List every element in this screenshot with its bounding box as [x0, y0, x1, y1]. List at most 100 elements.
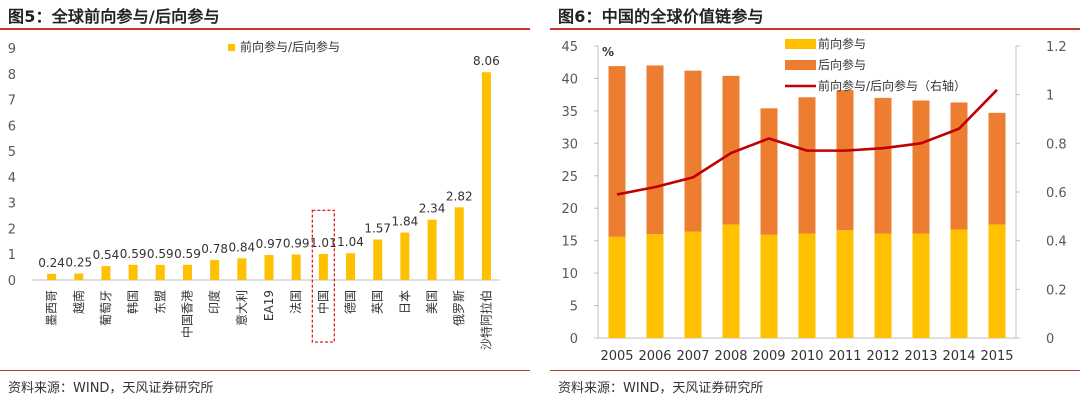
data-label: 8.06 [473, 54, 500, 68]
y-tick-label: 9 [8, 42, 16, 57]
bar-forward [988, 224, 1006, 338]
bar-backward [988, 112, 1006, 225]
bar-forward [722, 224, 740, 338]
y-tick-label: 15 [561, 235, 578, 250]
bar-forward [646, 234, 664, 338]
x-tick-label: 2013 [904, 349, 937, 364]
data-label: 1.57 [364, 222, 391, 236]
y2-tick-label: 0.6 [1046, 186, 1067, 201]
bar [318, 253, 328, 280]
y-tick-label: 35 [561, 105, 578, 120]
y-tick-label: 10 [561, 267, 578, 282]
x-tick-label: EA19 [262, 290, 276, 321]
bar [427, 219, 437, 280]
x-tick-label: 墨西哥 [45, 290, 59, 326]
bar-forward [874, 233, 892, 338]
x-tick-label: 中国 [315, 290, 330, 314]
bar-backward [722, 75, 740, 225]
bar-backward [912, 100, 930, 234]
ratio-line [616, 88, 998, 196]
y-tick-label: 20 [561, 202, 578, 217]
y-tick-label: 40 [561, 72, 578, 87]
y2-tick-label: 0.2 [1046, 283, 1067, 298]
bar [481, 72, 491, 280]
y-tick-label: 5 [570, 300, 578, 315]
bar [128, 264, 138, 280]
x-tick-label: 美国 [425, 290, 439, 314]
legend-swatch-forward [785, 39, 816, 49]
x-tick-label: 2007 [676, 349, 709, 364]
bar [74, 273, 84, 280]
source-divider-left [0, 370, 530, 371]
data-label: 1.04 [337, 235, 364, 249]
y-tick-label: 3 [8, 197, 16, 212]
legend-swatch-backward [785, 60, 816, 70]
bar-backward [608, 66, 626, 237]
chart-panel-left: 图5：全球前向参与/后向参与 0 1 2 3 4 5 6 7 8 9 前向参与/后向参与 0.24 墨西… [0, 0, 530, 404]
x-tick-label: 德国 [343, 290, 358, 314]
y-tick-label: 8 [8, 68, 16, 83]
y-axis-unit-label: % [602, 45, 614, 59]
y-tick-label: 2 [8, 222, 16, 237]
bar-chart-left: 0 1 2 3 4 5 6 7 8 9 前向参与/后向参与 0.24 墨西哥 0.25 越南 0.54 葡萄牙 0… [8, 39, 500, 350]
y-tick-label: 0 [8, 274, 16, 289]
bar [373, 239, 383, 280]
x-tick-label: 法国 [289, 290, 303, 314]
y-tick-label: 4 [8, 171, 16, 186]
title-divider-left [0, 28, 530, 30]
x-tick-label: 日本 [398, 290, 412, 314]
y-tick-label: 25 [561, 170, 578, 185]
y2-tick-label: 0.4 [1046, 235, 1067, 250]
y-tick-label: 5 [8, 145, 16, 160]
x-tick-label: 印度 [207, 290, 222, 314]
combo-chart-right: 0 5 10 15 20 25 30 35 40 45 % 0 0.2 0.4 0.6 0.8 1 1.2 2005… [561, 36, 1067, 364]
data-label: 0.78 [201, 242, 228, 256]
x-tick-label: 2008 [714, 349, 747, 364]
x-tick-label: 俄罗斯 [452, 290, 466, 326]
data-label: 0.25 [65, 256, 92, 270]
x-tick-label: 2012 [866, 349, 899, 364]
bar [291, 254, 301, 280]
bar-forward [760, 234, 778, 338]
y-tick-label: 6 [8, 119, 16, 134]
x-tick-label: 2015 [980, 349, 1013, 364]
bar [155, 264, 165, 280]
x-tick-label: 英国 [371, 290, 385, 314]
source-divider-right [550, 370, 1080, 371]
x-tick-label: 东盟 [153, 290, 167, 314]
legend-label-line: 前向参与/后向参与（右轴） [818, 78, 966, 93]
bar-backward [684, 70, 702, 232]
data-label: 1.01 [310, 236, 337, 250]
x-tick-label: 2005 [600, 349, 633, 364]
data-label: 0.99 [283, 236, 310, 250]
bar-backward [760, 108, 778, 235]
legend-swatch [228, 44, 235, 51]
y2-tick-label: 0 [1046, 332, 1054, 347]
y-tick-label: 30 [561, 137, 578, 152]
bar [237, 258, 247, 280]
x-tick-label: 2010 [790, 349, 823, 364]
data-label: 0.59 [147, 247, 174, 261]
data-label: 0.97 [256, 237, 283, 251]
bar-backward [836, 90, 854, 231]
bar [264, 254, 274, 280]
bar-forward [950, 229, 968, 338]
highlight-box [311, 209, 336, 343]
bar [182, 264, 192, 280]
y-tick-label: 45 [561, 40, 578, 55]
bar [400, 232, 410, 280]
bar-forward [608, 236, 626, 338]
x-tick-label: 2006 [638, 349, 671, 364]
chart-title-right: 图6：中国的全球价值链参与 [558, 7, 764, 26]
data-label: 0.24 [38, 256, 65, 270]
bar-backward [950, 102, 968, 230]
y-tick-label: 0 [570, 332, 578, 347]
chart-title-left: 图5：全球前向参与/后向参与 [8, 7, 220, 26]
bar [210, 259, 220, 280]
legend-label-forward: 前向参与 [818, 36, 866, 51]
y2-tick-label: 1 [1046, 89, 1054, 104]
data-label: 0.59 [120, 247, 147, 261]
bar-backward [798, 97, 816, 234]
x-tick-label: 2009 [752, 349, 785, 364]
bar [101, 266, 111, 280]
